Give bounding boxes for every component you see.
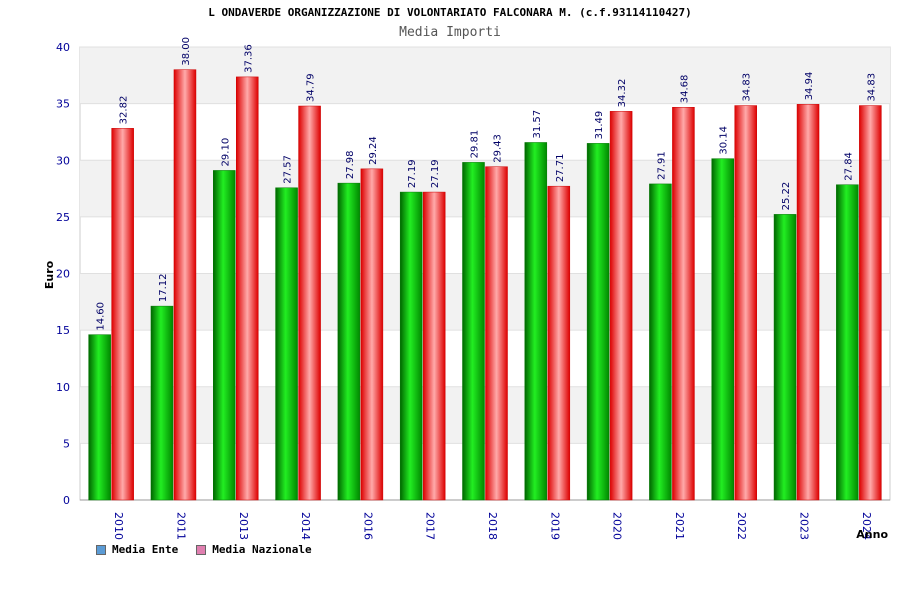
data-label: 34.83 <box>742 73 753 102</box>
data-label: 29.24 <box>368 136 379 165</box>
legend-label-media-nazionale: Media Nazionale <box>212 543 312 556</box>
data-label: 32.82 <box>119 96 130 125</box>
data-label: 34.79 <box>306 73 317 102</box>
x-tick-label: 2010 <box>112 512 125 540</box>
bar-media-nazionale <box>859 105 882 501</box>
bar-media-ente <box>88 334 111 501</box>
y-tick-label: 0 <box>63 494 70 507</box>
bar-media-ente <box>836 184 859 501</box>
data-label: 27.57 <box>283 155 294 184</box>
y-tick-label: 35 <box>56 98 70 111</box>
bar-media-nazionale <box>360 168 384 501</box>
data-label: 37.36 <box>243 44 254 73</box>
bar-media-ente <box>150 305 174 501</box>
data-label: 31.49 <box>594 111 605 140</box>
y-tick-label: 25 <box>56 211 70 224</box>
value-labels: 14.60 32.82 17.12 38.00 29.10 37.36 27.57 34.79… <box>96 37 878 331</box>
x-tick-label: 2018 <box>486 512 499 540</box>
grid-band <box>80 273 890 331</box>
y-tick-label: 5 <box>63 437 70 450</box>
bar-media-ente <box>586 143 610 501</box>
data-label: 14.60 <box>96 302 107 331</box>
bar-media-nazionale <box>111 128 134 501</box>
legend-swatch-media-nazionale <box>196 544 207 555</box>
bar-media-nazionale <box>173 69 197 501</box>
data-label: 27.98 <box>345 150 356 179</box>
x-axis-title: Anno <box>856 528 888 541</box>
data-label: 29.43 <box>493 134 504 163</box>
x-tick-label: 2017 <box>424 512 437 540</box>
y-axis-ticks: 0 5 10 15 20 25 30 35 40 <box>56 41 70 507</box>
legend-item-media-nazionale: Media Nazionale <box>196 543 312 556</box>
bar-media-ente <box>649 183 672 501</box>
bar-media-ente <box>462 162 485 501</box>
bar-media-nazionale <box>609 111 633 501</box>
x-tick-label: 2021 <box>673 512 686 540</box>
data-label: 34.68 <box>679 75 690 104</box>
bar-media-ente <box>524 142 548 501</box>
grid-band <box>80 386 890 444</box>
data-label: 29.81 <box>470 130 481 159</box>
data-label: 25.22 <box>781 182 792 211</box>
legend: Media Ente Media Nazionale <box>96 543 312 556</box>
data-label: 31.57 <box>532 110 543 139</box>
bar-media-nazionale <box>236 76 259 501</box>
grid-band <box>80 47 890 104</box>
x-tick-label: 2022 <box>735 512 748 540</box>
bar-media-nazionale <box>485 166 508 501</box>
bar-media-ente <box>399 191 423 501</box>
data-label: 29.10 <box>220 138 231 167</box>
bar-media-nazionale <box>422 191 446 501</box>
chart-subtitle: Media Importi <box>399 25 501 40</box>
x-tick-label: 2014 <box>299 512 312 540</box>
legend-label-media-ente: Media Ente <box>112 543 179 556</box>
y-tick-label: 20 <box>56 268 70 281</box>
x-tick-label: 2020 <box>611 512 624 540</box>
bar-media-ente <box>337 182 361 501</box>
data-label: 17.12 <box>158 273 169 302</box>
y-tick-label: 30 <box>56 154 70 167</box>
data-label: 27.91 <box>656 151 667 180</box>
data-label: 27.19 <box>407 159 418 188</box>
x-tick-label: 2013 <box>237 512 250 540</box>
data-label: 30.14 <box>719 126 730 155</box>
x-tick-label: 2019 <box>548 512 561 540</box>
bars <box>88 69 882 501</box>
bar-media-nazionale <box>547 185 571 501</box>
data-label: 34.94 <box>804 72 815 101</box>
bar-media-ente <box>773 214 797 501</box>
bar-media-ente <box>275 187 298 501</box>
x-tick-label: 2023 <box>798 512 811 540</box>
data-label: 34.83 <box>866 73 877 102</box>
legend-swatch-media-ente <box>96 544 106 555</box>
y-tick-label: 40 <box>56 41 70 54</box>
y-tick-label: 10 <box>56 381 70 394</box>
bar-media-nazionale <box>672 106 695 501</box>
y-tick-label: 15 <box>56 324 70 337</box>
data-label: 38.00 <box>181 37 192 66</box>
x-tick-label: 2011 <box>174 512 187 540</box>
x-axis-ticks: 2010 2011 2013 2014 2016 2017 2018 2019 2020 2021… <box>112 512 873 540</box>
chart-title: L ONDAVERDE ORGANIZZAZIONE DI VOLONTARIA… <box>208 6 692 19</box>
data-label: 34.32 <box>617 79 628 108</box>
data-label: 27.84 <box>843 152 854 181</box>
grid-band <box>80 160 890 217</box>
x-tick-label: 2016 <box>361 512 374 540</box>
bar-media-ente <box>711 158 734 501</box>
legend-item-media-ente: Media Ente <box>96 543 178 556</box>
bar-media-nazionale <box>298 105 321 501</box>
bar-media-nazionale <box>734 105 757 501</box>
bar-media-nazionale <box>796 104 820 501</box>
bar-media-ente <box>213 170 236 501</box>
data-label: 27.71 <box>555 154 566 183</box>
y-axis-title: Euro <box>43 260 56 289</box>
data-label: 27.19 <box>430 159 441 188</box>
x-tick-label: 2024 <box>860 512 873 540</box>
